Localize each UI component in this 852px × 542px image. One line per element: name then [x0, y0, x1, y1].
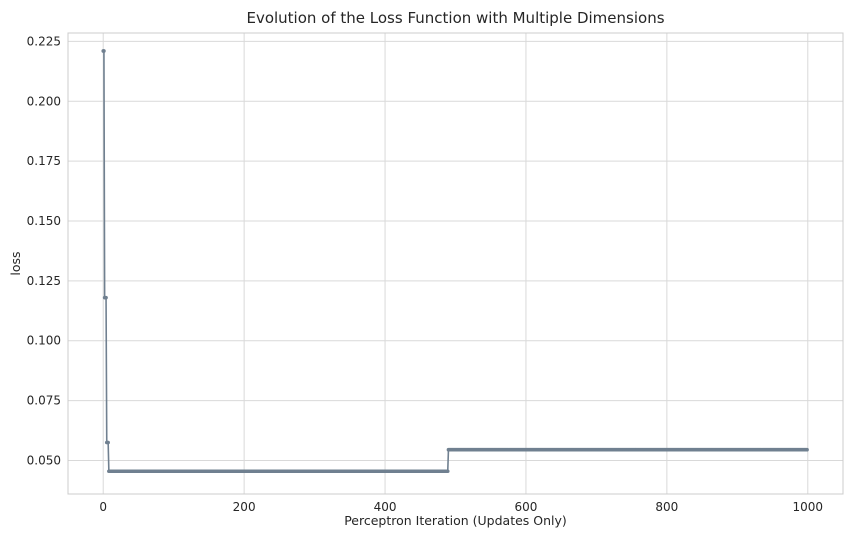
series-group — [101, 49, 809, 474]
data-point — [445, 469, 450, 474]
y-tick-label: 0.100 — [27, 334, 61, 348]
y-axis-label: loss — [8, 251, 23, 275]
y-tick-label: 0.200 — [27, 94, 61, 108]
data-point — [104, 295, 108, 300]
y-tick-label: 0.050 — [27, 453, 61, 467]
x-tick-label: 200 — [233, 500, 256, 514]
x-tick-label: 0 — [99, 500, 107, 514]
y-tick-label: 0.150 — [27, 214, 61, 228]
x-axis-label: Perceptron Iteration (Updates Only) — [344, 513, 567, 528]
series-line — [103, 50, 808, 473]
grid — [68, 33, 843, 494]
data-point — [106, 440, 110, 445]
tick-labels: 0 200 400 600 800 1000 0.050 0.075 0.100 0.125 0.1… — [27, 34, 823, 514]
x-tick-label: 400 — [374, 500, 397, 514]
chart-title: Evolution of the Loss Function with Mult… — [246, 9, 664, 27]
x-tick-label: 1000 — [792, 500, 823, 514]
data-point — [102, 49, 106, 53]
y-tick-label: 0.175 — [27, 154, 61, 168]
data-point — [805, 447, 809, 452]
plot-area-frame — [67, 32, 844, 495]
x-tick-label: 600 — [515, 500, 538, 514]
x-tick-label: 800 — [655, 500, 678, 514]
y-tick-label: 0.125 — [27, 274, 61, 288]
y-tick-label: 0.075 — [27, 394, 61, 408]
y-tick-label: 0.225 — [27, 34, 61, 48]
